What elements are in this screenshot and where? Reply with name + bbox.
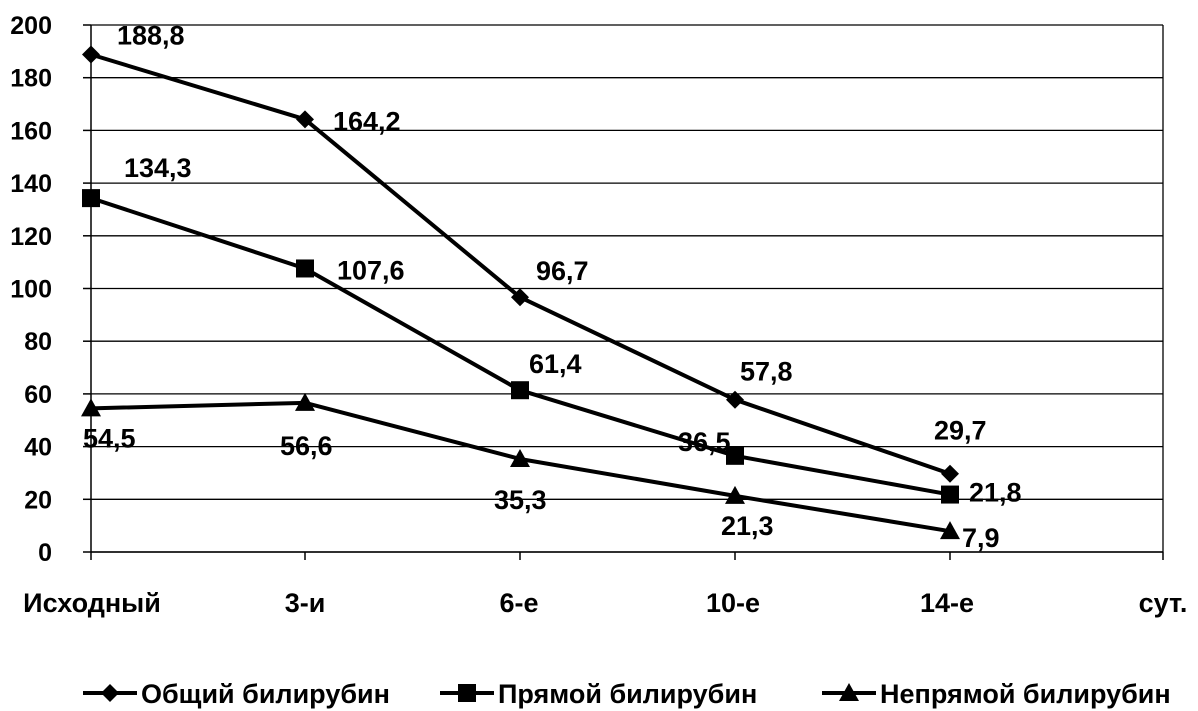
y-tick-label: 200 — [10, 12, 52, 40]
series — [81, 45, 960, 540]
data-label: 29,7 — [934, 416, 987, 446]
x-tick-label: 14-е — [920, 588, 974, 618]
legend-item: Общий билирубин — [83, 679, 390, 709]
data-label: 134,3 — [124, 153, 192, 183]
legend-item: Непрямой билирубин — [822, 679, 1171, 709]
y-axis-ticks: 0 20 40 60 80 100 120 140 160 180 200 — [10, 12, 91, 567]
y-tick-label: 0 — [38, 539, 52, 567]
data-label: 35,3 — [494, 485, 547, 515]
legend-marker — [458, 684, 476, 702]
data-label: 21,3 — [721, 511, 774, 541]
y-tick-label: 160 — [10, 117, 52, 145]
legend: Общий билирубин Прямой билирубин Непрямой … — [83, 679, 1171, 709]
legend-marker — [839, 683, 859, 701]
data-point — [511, 381, 529, 400]
y-tick-label: 120 — [10, 223, 52, 251]
data-label: 164,2 — [333, 106, 401, 136]
data-label: 96,7 — [536, 256, 589, 286]
data-label: 57,8 — [740, 357, 793, 387]
data-point — [81, 398, 101, 417]
data-label: 54,5 — [83, 423, 136, 453]
data-label: 7,9 — [962, 523, 1000, 553]
data-point — [941, 485, 959, 504]
y-tick-label: 80 — [24, 328, 52, 356]
data-label: 107,6 — [337, 255, 405, 285]
data-point — [82, 45, 100, 64]
data-point — [725, 485, 745, 504]
series-1 — [82, 45, 959, 483]
series-2 — [82, 189, 959, 504]
data-point — [82, 189, 100, 208]
data-label: 36,5 — [678, 427, 731, 457]
data-label: 188,8 — [117, 21, 185, 51]
y-tick-label: 40 — [24, 434, 52, 462]
data-labels: 188,8 164,2 96,7 57,8 29,7 134,3 107,6 61,4 36,5… — [83, 21, 1022, 554]
data-point — [511, 288, 529, 307]
data-point — [940, 521, 960, 540]
legend-label: Непрямой билирубин — [880, 679, 1171, 709]
series-line — [90, 52, 951, 476]
legend-marker — [101, 684, 119, 702]
gridlines — [91, 24, 1163, 553]
x-axis-ticks: Исходный 3-и 6-е 10-е 14-е — [23, 552, 1164, 618]
x-axis-unit: сут. — [1139, 588, 1188, 618]
data-label: 56,6 — [280, 431, 333, 461]
data-label: 21,8 — [969, 478, 1022, 508]
y-tick-label: 180 — [10, 65, 52, 93]
series-3 — [81, 392, 960, 540]
x-tick-label: Исходный — [23, 588, 161, 618]
y-tick-label: 100 — [10, 276, 52, 304]
data-point — [296, 259, 314, 278]
legend-label: Общий билирубин — [141, 679, 390, 709]
data-point — [726, 446, 744, 465]
data-point — [726, 390, 744, 409]
x-tick-label: 6-е — [499, 588, 538, 618]
data-point — [941, 464, 959, 483]
x-tick-label: 10-е — [706, 588, 760, 618]
legend-item: Прямой билирубин — [440, 679, 757, 709]
y-tick-label: 20 — [24, 486, 52, 514]
data-label: 61,4 — [529, 349, 582, 379]
legend-label: Прямой билирубин — [498, 679, 757, 709]
data-point — [510, 448, 530, 467]
data-point — [295, 392, 315, 411]
y-tick-label: 140 — [10, 170, 52, 198]
data-point — [296, 110, 314, 129]
y-tick-label: 60 — [24, 381, 52, 409]
x-tick-label: 3-и — [285, 588, 326, 618]
